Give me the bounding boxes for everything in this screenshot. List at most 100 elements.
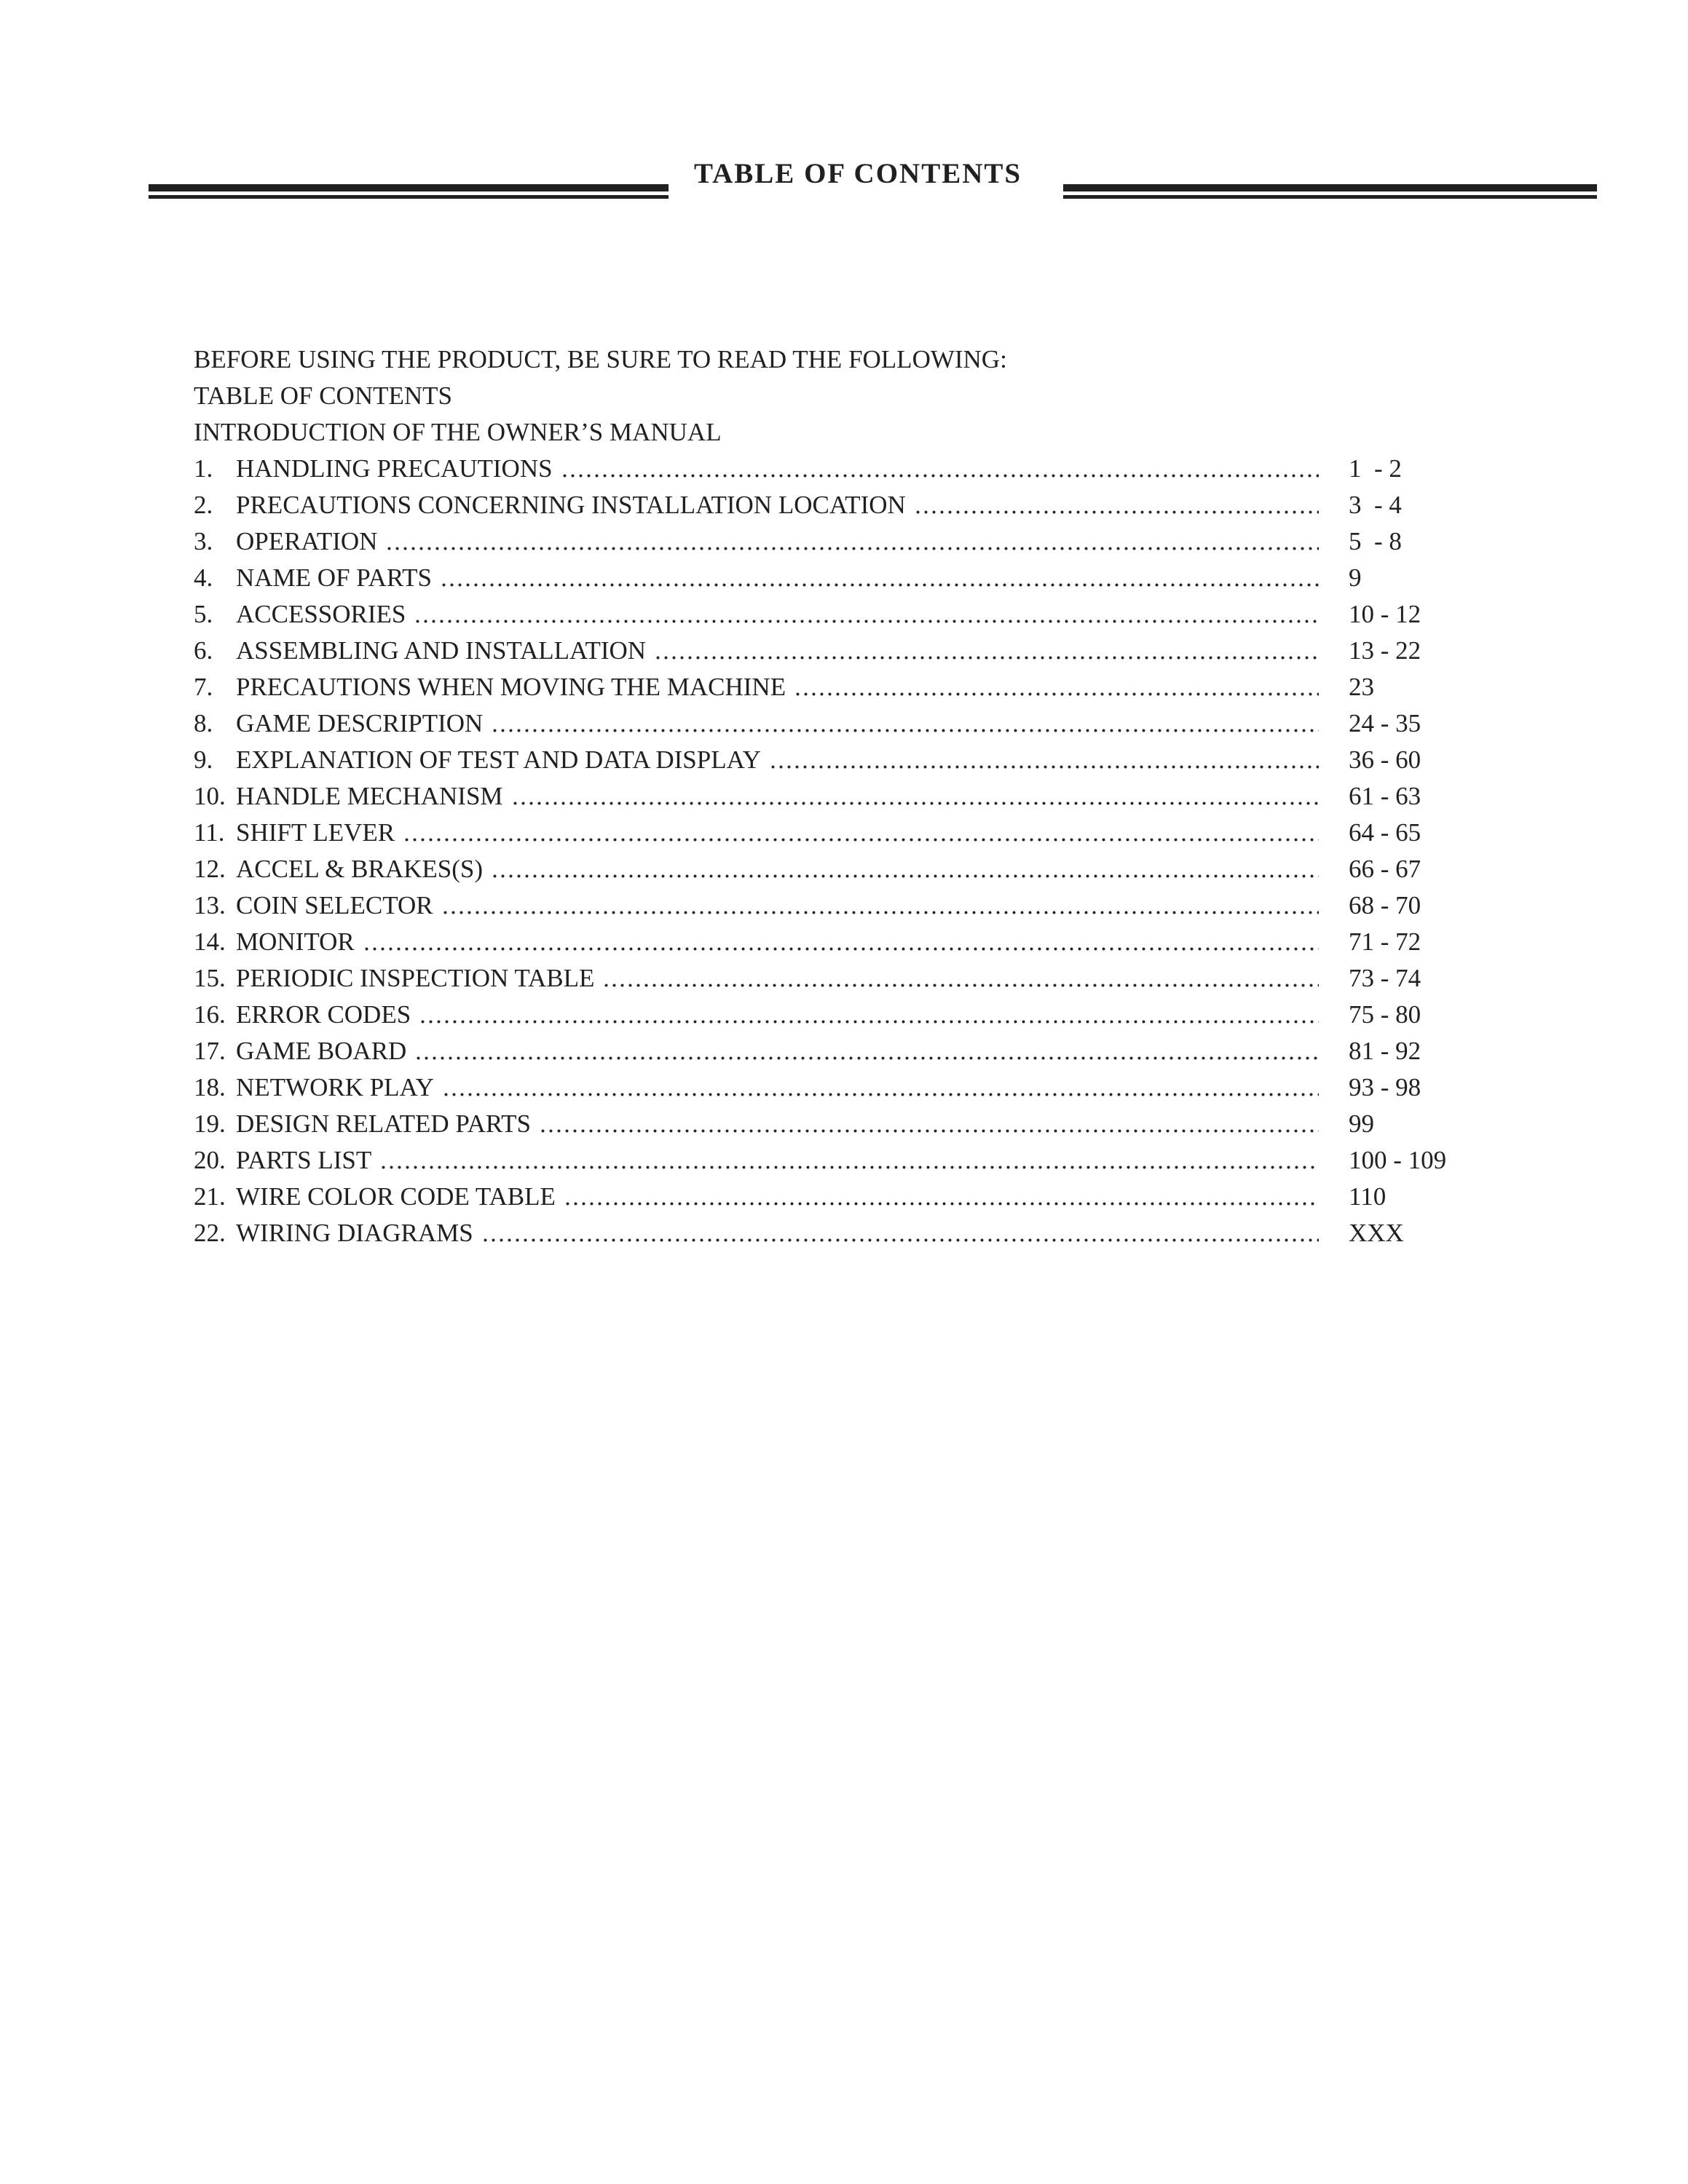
toc-entry: 22. WIRING DIAGRAMS XXX xyxy=(194,1215,1494,1251)
toc-entry: 14. MONITOR 71 - 72 xyxy=(194,924,1494,960)
toc-entry-title: WIRING DIAGRAMS xyxy=(236,1219,473,1247)
toc-entry-number: 15. xyxy=(194,964,226,992)
toc-entry-title: ASSEMBLING AND INSTALLATION xyxy=(236,636,647,665)
toc-entry-pages: 100 - 109 xyxy=(1349,1146,1447,1174)
toc-entry-title: COIN SELECTOR xyxy=(236,891,433,919)
toc-entry-title: OPERATION xyxy=(236,527,378,555)
dot-leader xyxy=(405,838,1319,842)
toc-entry-pages: 61 - 63 xyxy=(1349,782,1421,810)
dot-leader xyxy=(493,729,1319,732)
header-rule-right xyxy=(1063,184,1597,199)
dot-leader xyxy=(441,583,1319,587)
toc-entry-pages: XXX xyxy=(1349,1219,1404,1247)
toc-entry: 2. PRECAUTIONS CONCERNING INSTALLATION L… xyxy=(194,487,1494,523)
dot-leader xyxy=(540,1129,1319,1133)
toc-entry: 17. GAME BOARD 81 - 92 xyxy=(194,1033,1494,1069)
dot-leader xyxy=(421,1020,1319,1024)
toc-entry-pages: 23 xyxy=(1349,673,1374,701)
toc-entry-title: GAME DESCRIPTION xyxy=(236,709,484,737)
toc-entry-title: PARTS LIST xyxy=(236,1146,372,1174)
toc-entry-pages: 64 - 65 xyxy=(1349,818,1421,847)
dot-leader xyxy=(604,984,1319,987)
toc-entry-title: ACCEL & BRAKES(S) xyxy=(236,855,484,883)
toc-entry-number: 17. xyxy=(194,1037,226,1065)
toc-entry: 10. HANDLE MECHANISM 61 - 63 xyxy=(194,778,1494,815)
toc-entry-pages: 66 - 67 xyxy=(1349,855,1421,883)
header-rule-left xyxy=(149,184,669,199)
toc-entry: 7. PRECAUTIONS WHEN MOVING THE MACHINE 2… xyxy=(194,669,1494,705)
toc-entry-title: GAME BOARD xyxy=(236,1037,407,1065)
toc-entry-title: NAME OF PARTS xyxy=(236,563,432,592)
toc-entry: 5. ACCESSORIES 10 - 12 xyxy=(194,596,1494,633)
toc-intro-line: INTRODUCTION OF THE OWNER’S MANUAL xyxy=(194,418,722,446)
toc-entry-pages: 36 - 60 xyxy=(1349,745,1421,774)
toc-entry: 19. DESIGN RELATED PARTS 99 xyxy=(194,1106,1494,1142)
toc-entry-title: SHIFT LEVER xyxy=(236,818,395,847)
toc-entry: 13. COIN SELECTOR 68 - 70 xyxy=(194,887,1494,924)
toc-list: BEFORE USING THE PRODUCT, BE SURE TO REA… xyxy=(194,341,1494,1251)
toc-entry-number: 21. xyxy=(194,1182,226,1211)
toc-entry-pages: 3 - 4 xyxy=(1349,491,1402,519)
dot-leader xyxy=(656,656,1319,660)
dot-leader xyxy=(796,692,1319,696)
toc-entry-title: EXPLANATION OF TEST AND DATA DISPLAY xyxy=(236,745,761,774)
dot-leader xyxy=(443,1093,1319,1096)
toc-entry: 11. SHIFT LEVER 64 - 65 xyxy=(194,815,1494,851)
toc-entry-number: 10. xyxy=(194,782,226,810)
toc-entry-number: 8. xyxy=(194,709,213,737)
toc-entry-number: 3. xyxy=(194,527,213,555)
dot-leader xyxy=(483,1238,1319,1242)
rule-bar-thin xyxy=(1063,195,1597,199)
toc-intro-line: BEFORE USING THE PRODUCT, BE SURE TO REA… xyxy=(194,345,1007,373)
toc-entry-pages: 24 - 35 xyxy=(1349,709,1421,737)
dot-leader xyxy=(915,510,1319,514)
toc-entry-number: 4. xyxy=(194,563,213,592)
toc-entry-title: WIRE COLOR CODE TABLE xyxy=(236,1182,556,1211)
page-title: TABLE OF CONTENTS xyxy=(694,158,1022,189)
toc-entry: 8. GAME DESCRIPTION 24 - 35 xyxy=(194,705,1494,742)
toc-entry-pages: 93 - 98 xyxy=(1349,1073,1421,1101)
toc-entry-number: 22. xyxy=(194,1219,226,1247)
toc-entry-number: 16. xyxy=(194,1000,226,1029)
toc-entry-pages: 9 xyxy=(1349,563,1362,592)
toc-entry-title: ERROR CODES xyxy=(236,1000,411,1029)
dot-leader xyxy=(493,874,1319,878)
toc-entry: 16. ERROR CODES 75 - 80 xyxy=(194,997,1494,1033)
dot-leader xyxy=(364,947,1319,951)
dot-leader xyxy=(770,765,1319,769)
toc-entry-number: 18. xyxy=(194,1073,226,1101)
toc-entry-pages: 75 - 80 xyxy=(1349,1000,1421,1029)
toc-entry-pages: 13 - 22 xyxy=(1349,636,1421,665)
toc-entry-pages: 10 - 12 xyxy=(1349,600,1421,628)
toc-intro-line: TABLE OF CONTENTS xyxy=(194,381,452,410)
toc-entry: 20. PARTS LIST 100 - 109 xyxy=(194,1142,1494,1179)
toc-entry: 3. OPERATION 5 - 8 xyxy=(194,523,1494,560)
toc-entry-number: 19. xyxy=(194,1109,226,1138)
toc-entry-title: HANDLING PRECAUTIONS xyxy=(236,454,553,483)
toc-entry: 9. EXPLANATION OF TEST AND DATA DISPLAY … xyxy=(194,742,1494,778)
toc-entry: 21. WIRE COLOR CODE TABLE 110 xyxy=(194,1179,1494,1215)
rule-bar-thin xyxy=(149,195,669,199)
toc-entry: 12. ACCEL & BRAKES(S) 66 - 67 xyxy=(194,851,1494,887)
toc-entry-number: 7. xyxy=(194,673,213,701)
dot-leader xyxy=(513,802,1319,805)
toc-entry-title: PERIODIC INSPECTION TABLE xyxy=(236,964,595,992)
dot-leader xyxy=(443,911,1319,914)
toc-entry-title: MONITOR xyxy=(236,927,355,956)
dot-leader xyxy=(417,1056,1319,1060)
toc-entry-title: DESIGN RELATED PARTS xyxy=(236,1109,531,1138)
toc-entry: 15. PERIODIC INSPECTION TABLE 73 - 74 xyxy=(194,960,1494,997)
toc-entry: 6. ASSEMBLING AND INSTALLATION 13 - 22 xyxy=(194,633,1494,669)
rule-bar-thick xyxy=(1063,184,1597,191)
toc-entry: 18. NETWORK PLAY 93 - 98 xyxy=(194,1069,1494,1106)
toc-entry-number: 1. xyxy=(194,454,213,483)
toc-entry-pages: 71 - 72 xyxy=(1349,927,1421,956)
toc-entry-number: 11. xyxy=(194,818,225,847)
toc-entry-pages: 73 - 74 xyxy=(1349,964,1421,992)
dot-leader xyxy=(565,1202,1319,1206)
toc-entry-pages: 68 - 70 xyxy=(1349,891,1421,919)
toc-entry-title: HANDLE MECHANISM xyxy=(236,782,503,810)
toc-entry: 1. HANDLING PRECAUTIONS 1 - 2 xyxy=(194,451,1494,487)
toc-entry-number: 9. xyxy=(194,745,213,774)
